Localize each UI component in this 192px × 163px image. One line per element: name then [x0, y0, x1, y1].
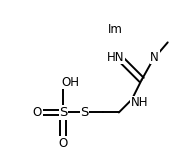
Text: S: S: [59, 106, 68, 119]
Text: O: O: [33, 106, 42, 119]
Text: O: O: [59, 137, 68, 150]
Text: H: H: [152, 50, 159, 59]
Text: S: S: [80, 106, 89, 119]
Text: NH: NH: [130, 96, 148, 109]
Text: OH: OH: [61, 76, 79, 89]
Text: HN: HN: [107, 51, 124, 64]
Text: N: N: [150, 51, 159, 64]
Text: Im: Im: [108, 23, 123, 36]
